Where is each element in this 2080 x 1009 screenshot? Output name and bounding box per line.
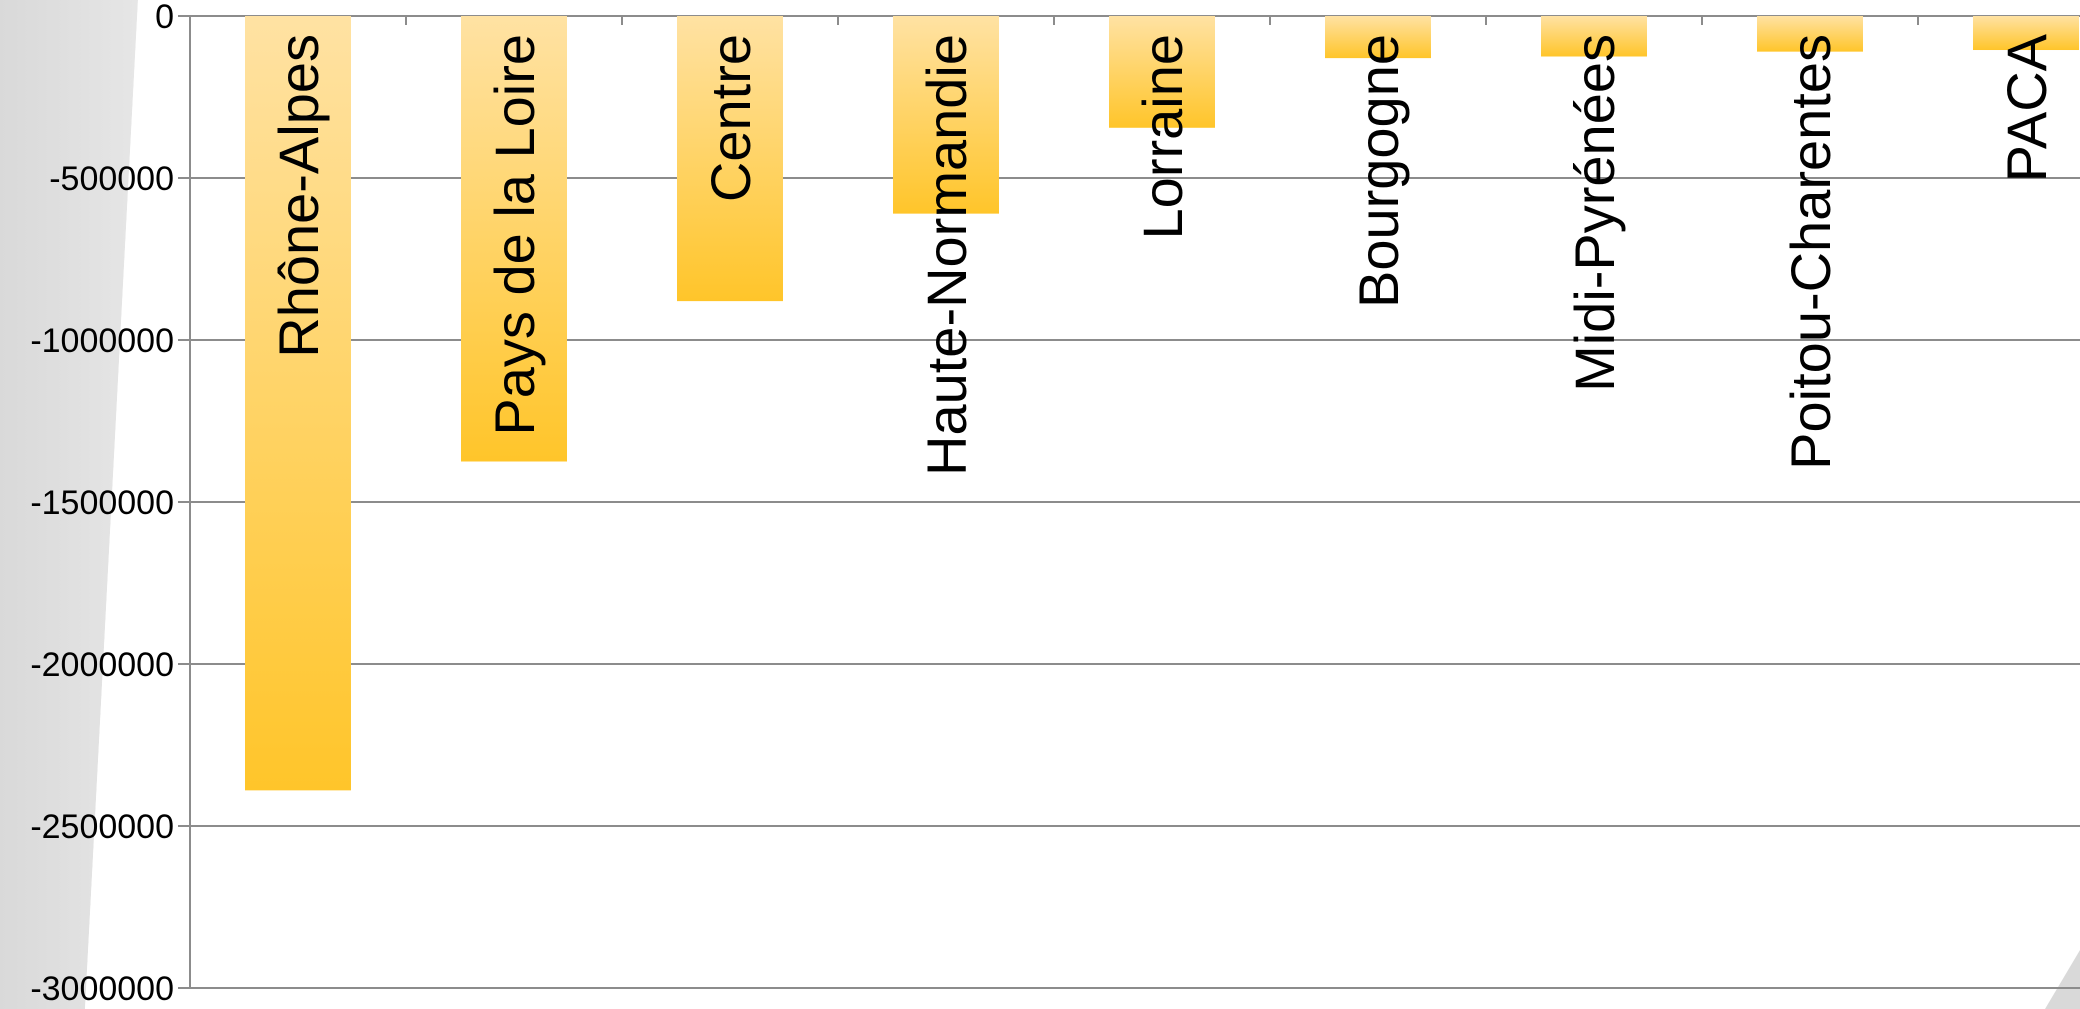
- bar: [1757, 16, 1863, 52]
- y-tick-label: -1000000: [30, 322, 174, 360]
- bars: [245, 16, 2079, 791]
- bar-category-label: Lorraine: [1131, 34, 1194, 239]
- bar: [461, 16, 567, 462]
- bar-category-label: Poitou-Charentes: [1779, 34, 1842, 470]
- bar-labels: Rhône-Alpes Pays de la Loire Centre Haute-N…: [267, 33, 2058, 476]
- bar: [677, 16, 783, 302]
- bar: [1973, 16, 2079, 51]
- bar-category-label: Midi-Pyrénées: [1563, 34, 1626, 392]
- bar-category-label: Centre: [699, 34, 762, 202]
- bar: [1541, 16, 1647, 57]
- y-tick-label: -2500000: [30, 808, 174, 846]
- plot-area: [85, 0, 2080, 1009]
- bar: [1325, 16, 1431, 59]
- y-tick-label: -2000000: [30, 646, 174, 684]
- y-tick-label: -500000: [49, 160, 174, 198]
- y-axis: 0 -500000 -1000000 -1500000 -2000000 -2500000…: [30, 0, 1919, 1008]
- bar-category-label: Rhône-Alpes: [267, 34, 330, 358]
- left-panel-shadow: [0, 0, 138, 1009]
- y-tick-label: 0: [155, 0, 174, 36]
- y-tick-label: -3000000: [30, 970, 174, 1008]
- bar-category-label: Haute-Normandie: [915, 34, 978, 476]
- right-panel-shadow: [2045, 950, 2080, 1009]
- bar: [893, 16, 999, 214]
- bar-category-label: Pays de la Loire: [483, 34, 546, 436]
- y-tick-label: -1500000: [30, 484, 174, 522]
- bar-category-label: PACA: [1995, 33, 2058, 182]
- bar: [1109, 16, 1215, 128]
- bar-category-label: Bourgogne: [1347, 34, 1410, 308]
- bar: [245, 16, 351, 791]
